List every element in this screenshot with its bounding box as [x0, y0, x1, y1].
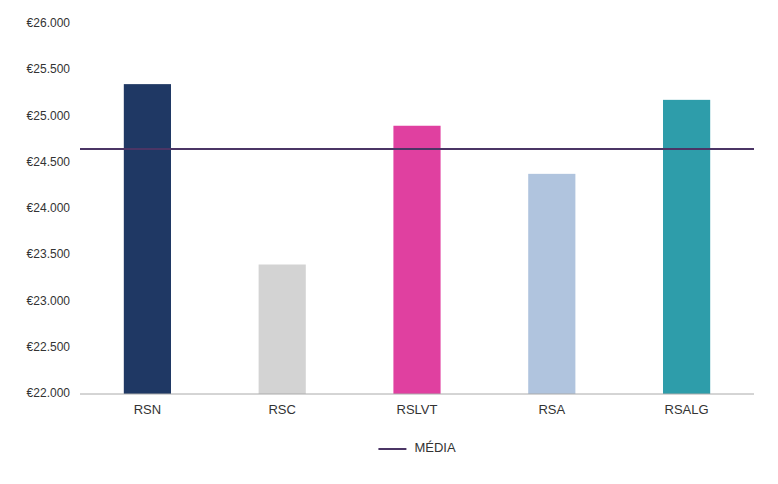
bar: [528, 174, 575, 394]
plot-area: [80, 84, 754, 394]
x-axis: RSN RSC RSLVT RSA RSALG: [80, 394, 754, 417]
legend-label: MÉDIA: [414, 440, 456, 455]
y-tick-label: €22.500: [27, 340, 71, 354]
x-tick-label: RSLVT: [397, 402, 438, 417]
reference-line: [80, 148, 754, 150]
x-tick-label: RSALG: [665, 402, 709, 417]
bar: [259, 265, 306, 395]
y-tick-label: €23.500: [27, 247, 71, 261]
legend-swatch: [378, 448, 406, 450]
y-tick-label: €22.000: [27, 386, 71, 400]
y-tick-label: €25.500: [27, 62, 71, 76]
legend: MÉDIA: [378, 440, 456, 455]
y-tick-label: €25.000: [27, 109, 71, 123]
bar: [393, 126, 440, 394]
x-tick-label: RSC: [268, 402, 295, 417]
x-tick-label: RSN: [134, 402, 161, 417]
chart-container: €22.000 €22.500 €23.000 €23.500 €24.000 €24.5…: [0, 0, 778, 484]
y-axis: €22.000 €22.500 €23.000 €23.500 €24.000 €24.5…: [27, 16, 71, 400]
bar: [663, 100, 710, 394]
chart: €22.000 €22.500 €23.000 €23.500 €24.000 €24.5…: [0, 0, 778, 484]
x-tick-label: RSA: [538, 402, 565, 417]
bar: [124, 84, 171, 394]
x-axis-line: [80, 394, 754, 395]
y-tick-label: €26.000: [27, 16, 71, 30]
y-tick-label: €24.500: [27, 155, 71, 169]
y-tick-label: €24.000: [27, 201, 71, 215]
y-tick-label: €23.000: [27, 294, 71, 308]
